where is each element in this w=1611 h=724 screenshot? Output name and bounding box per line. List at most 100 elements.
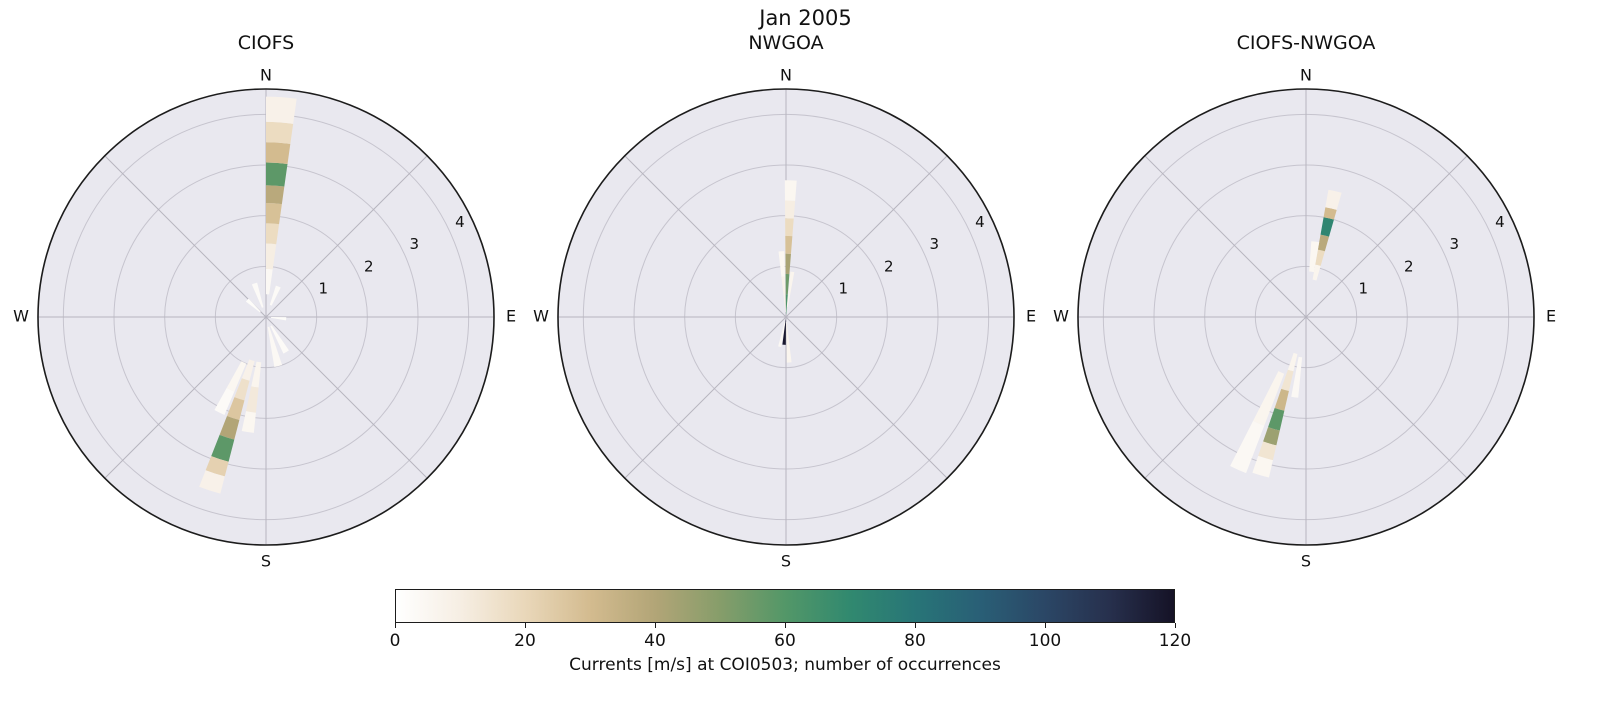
petal-segment <box>784 200 796 219</box>
polar-svg: 1 2 3 4 N S E W <box>1053 66 1556 571</box>
petal-segment <box>778 251 785 277</box>
colorbar-tick-label: 80 <box>904 631 926 651</box>
chart-title-ciofs-nwgoa: CIOFS-NWGOA <box>1236 32 1376 54</box>
petal-segment <box>1320 217 1334 237</box>
radial-tick-label: 1 <box>838 280 848 298</box>
grid-spoke <box>1305 316 1468 479</box>
polar-svg: 1 2 3 4 N S E W <box>533 66 1036 571</box>
petal-segment <box>267 326 283 367</box>
compass-label-east: E <box>1546 307 1556 326</box>
compass-label-east: E <box>506 307 516 326</box>
petal-segment <box>778 321 786 348</box>
compass-label-north: N <box>1300 66 1312 85</box>
colorbar-tickmark <box>654 623 656 628</box>
polar-chart-ciofs: 1 2 3 4 N S E W <box>6 62 526 586</box>
petal-segment <box>245 298 261 313</box>
polar-chart-block-ciofs-nwgoa: CIOFS-NWGOA 1 2 3 4 N S E W <box>1046 30 1566 586</box>
polar-chart-block-nwgoa: NWGOA 1 2 3 4 N S E W <box>526 30 1046 586</box>
colorbar-tick-label: 40 <box>644 631 666 651</box>
grid-spoke <box>785 155 948 318</box>
petal-segment <box>266 96 297 124</box>
radial-tick-label: 3 <box>410 235 420 253</box>
colorbar-tick-label: 60 <box>774 631 796 651</box>
colorbar: 0 20 40 60 80 100 120 Currents [m/s] at COI050… <box>390 589 1191 675</box>
petal-segment <box>245 386 259 413</box>
colorbar-ticks: 0 20 40 60 80 100 120 <box>390 623 1191 654</box>
radial-tick-label: 2 <box>884 257 894 275</box>
petal-segment <box>785 253 791 275</box>
petal-segment <box>266 185 285 205</box>
petal-segment <box>1252 455 1273 478</box>
compass-label-south: S <box>781 552 791 571</box>
colorbar-tickmark <box>395 623 396 628</box>
colorbar-tickmark <box>1175 623 1176 628</box>
grid-spoke <box>104 316 267 479</box>
petal-segment <box>227 397 245 421</box>
radial-tick-label: 2 <box>1404 257 1414 275</box>
polar-spine <box>37 88 495 546</box>
polar-spine <box>557 88 1015 546</box>
compass-label-east: E <box>1026 307 1036 326</box>
colorbar-gradient <box>395 589 1175 623</box>
radial-tick-label: 3 <box>1450 235 1460 253</box>
grid-spoke <box>1144 316 1307 479</box>
polar-chart-block-ciofs: CIOFS 1 2 3 4 N S E W <box>6 30 526 586</box>
petal-segment <box>1315 249 1325 266</box>
petal-segment <box>1268 408 1285 431</box>
petal-segment <box>1274 388 1289 411</box>
colorbar-tick-label: 120 <box>1158 631 1192 651</box>
petal-segment <box>269 285 281 306</box>
petal-segment <box>786 322 792 363</box>
petal-segment <box>234 378 250 401</box>
colorbar-tickmark <box>1045 623 1046 628</box>
petal-segment <box>1323 207 1337 220</box>
grid-spoke <box>624 155 787 318</box>
radial-tick-label: 1 <box>1358 280 1368 298</box>
petal-segment <box>1263 427 1280 446</box>
polar-chart-ciofs-nwgoa: 1 2 3 4 N S E W <box>1046 62 1566 586</box>
polar-spine <box>1077 88 1535 546</box>
petal-segment <box>199 470 225 494</box>
petal-segment <box>266 142 291 164</box>
petal-segment <box>219 416 240 440</box>
petal-segment <box>266 243 277 270</box>
chart-title-ciofs: CIOFS <box>237 32 295 54</box>
radial-tick-label: 4 <box>1495 213 1505 231</box>
grid-spoke <box>104 155 267 318</box>
petal-segment <box>205 456 229 477</box>
compass-label-south: S <box>261 552 271 571</box>
petal-segment <box>1258 441 1277 461</box>
grid-spoke <box>265 316 428 479</box>
petal-segment <box>1253 371 1285 426</box>
radial-tick-label: 3 <box>930 235 940 253</box>
petal-segment <box>266 121 294 144</box>
colorbar-label: Currents [m/s] at COI0503; number of occ… <box>569 655 1001 675</box>
petal-segment <box>785 294 788 315</box>
petal-segment <box>251 282 264 308</box>
compass-label-north: N <box>780 66 792 85</box>
petal-segment <box>1312 264 1321 281</box>
compass-label-west: W <box>13 307 29 326</box>
petal-segment <box>1317 234 1330 252</box>
grid-spoke <box>1305 155 1468 318</box>
colorbar-tickmark <box>785 623 786 628</box>
polar-svg: 1 2 3 4 N S E W <box>13 66 516 571</box>
petal-segment <box>1291 356 1303 398</box>
compass-label-west: W <box>1053 307 1069 326</box>
radial-tick-label: 4 <box>975 213 985 231</box>
colorbar-tickmark <box>524 623 526 628</box>
petal-segment <box>266 268 273 295</box>
polar-chart-nwgoa: 1 2 3 4 N S E W <box>526 62 1046 586</box>
petal-segment <box>785 235 793 254</box>
colorbar-tick-label: 0 <box>389 631 401 651</box>
petal-segment <box>1309 241 1320 273</box>
petal-segment <box>784 180 797 201</box>
radial-tick-label: 1 <box>318 280 328 298</box>
petal-segment <box>226 361 247 392</box>
radial-tick-label: 4 <box>455 213 465 231</box>
petal-segment <box>1230 420 1265 474</box>
grid-spoke <box>265 155 428 318</box>
petal-segment <box>1281 369 1294 392</box>
grid-spoke <box>785 316 948 479</box>
